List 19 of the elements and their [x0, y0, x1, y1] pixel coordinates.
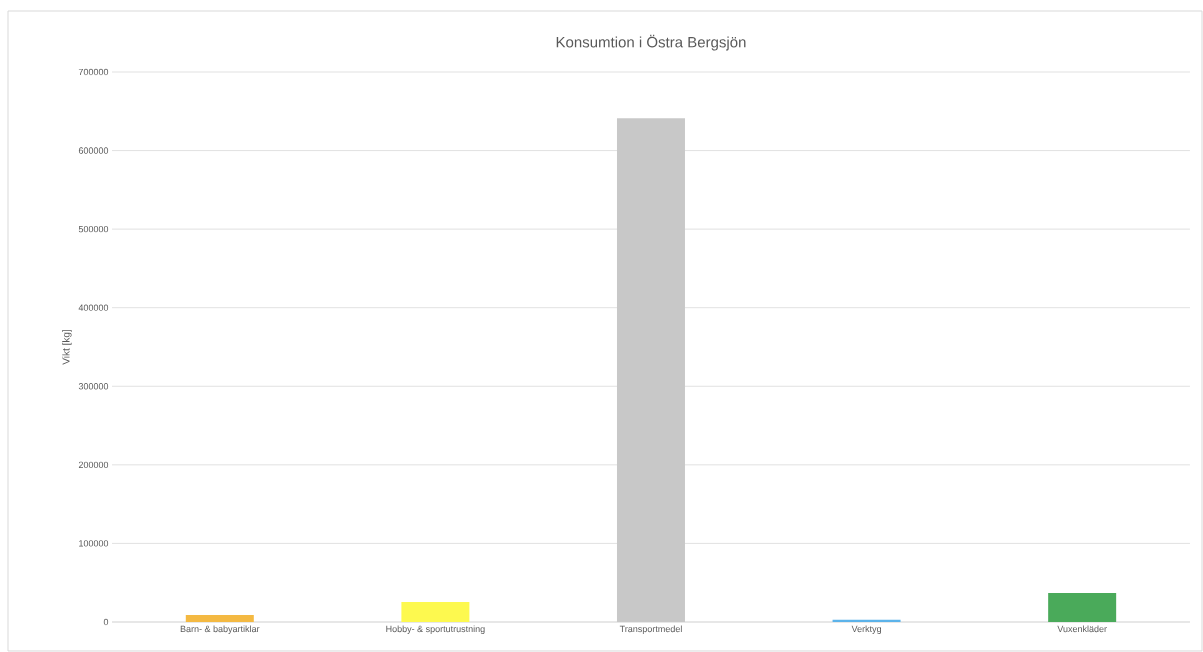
bar	[1048, 592, 1117, 622]
x-tick-label: Transportmedel	[619, 625, 682, 634]
y-axis-title: Vikt [kg]	[62, 330, 72, 365]
chart-title: Konsumtion i Östra Bergsjön	[556, 34, 746, 51]
y-tick-label: 600000	[78, 147, 109, 154]
y-tick-label: 0	[103, 618, 109, 626]
x-tick-label: Hobby- & sportutrustning	[386, 625, 485, 634]
x-tick-label: Verktyg	[851, 625, 881, 634]
x-tick-label: Vuxenkläder	[1057, 625, 1107, 633]
y-tick-label: 500000	[78, 225, 109, 233]
y-tick-label: 100000	[79, 540, 109, 547]
bar	[185, 614, 254, 622]
y-tick-label: 200000	[78, 461, 109, 469]
y-tick-label: 700000	[78, 68, 109, 76]
y-tick-label: 300000	[78, 383, 109, 390]
y-tick-label: 400000	[78, 304, 109, 311]
bar	[616, 118, 685, 622]
x-tick-label: Barn- & babyartiklar	[180, 625, 260, 634]
bar	[401, 601, 470, 622]
